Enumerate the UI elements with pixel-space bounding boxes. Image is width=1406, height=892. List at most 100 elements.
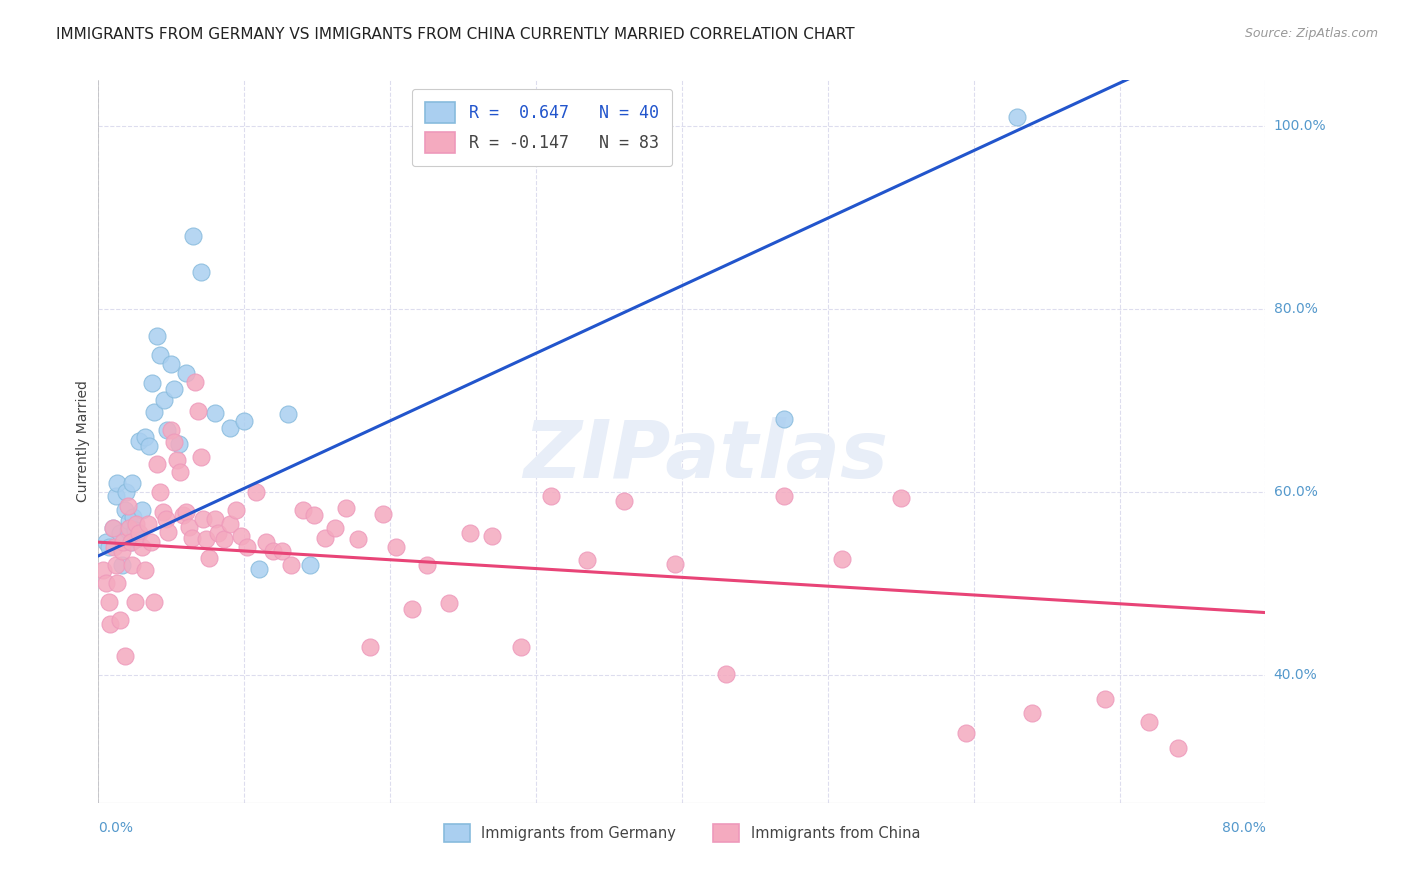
Point <box>262 544 284 558</box>
Point <box>101 521 124 535</box>
Point <box>112 535 135 549</box>
Point <box>118 514 141 528</box>
Point <box>481 529 503 543</box>
Point <box>437 596 460 610</box>
Point <box>187 404 209 418</box>
Point <box>142 405 165 419</box>
Point <box>149 348 172 362</box>
Point <box>1094 691 1116 706</box>
Point <box>218 516 240 531</box>
Text: 80.0%: 80.0% <box>1274 301 1317 316</box>
Point <box>153 393 176 408</box>
Point <box>271 544 294 558</box>
Point <box>540 488 562 502</box>
Point <box>198 550 221 565</box>
Point <box>160 423 183 437</box>
Point <box>181 228 204 243</box>
Point <box>117 499 139 513</box>
Point <box>115 484 138 499</box>
Point <box>247 562 270 576</box>
Point <box>94 535 117 549</box>
Text: 100.0%: 100.0% <box>1274 119 1326 133</box>
Point <box>190 450 212 464</box>
Point <box>104 558 127 572</box>
Point <box>218 421 240 435</box>
Point <box>110 613 132 627</box>
Point <box>121 558 143 572</box>
Point <box>773 490 796 504</box>
Point <box>97 594 120 608</box>
Point <box>460 526 482 541</box>
Point <box>131 540 153 554</box>
Point <box>128 434 150 448</box>
Point <box>576 553 599 567</box>
Point <box>831 551 853 566</box>
Point <box>183 375 205 389</box>
Point <box>142 594 165 608</box>
Point <box>124 594 146 608</box>
Point <box>134 563 156 577</box>
Point <box>152 505 174 519</box>
Text: 80.0%: 80.0% <box>1222 821 1265 835</box>
Point <box>510 640 533 655</box>
Point <box>204 406 226 420</box>
Point <box>125 533 148 547</box>
Point <box>114 503 136 517</box>
Point <box>385 540 408 554</box>
Point <box>98 617 121 632</box>
Point <box>177 519 200 533</box>
Point <box>225 503 247 517</box>
Point <box>204 512 226 526</box>
Point <box>277 407 299 421</box>
Point <box>125 516 148 531</box>
Point <box>120 535 142 549</box>
Point <box>124 523 146 537</box>
Point <box>174 366 197 380</box>
Text: Source: ZipAtlas.com: Source: ZipAtlas.com <box>1244 27 1378 40</box>
Point <box>120 535 142 549</box>
Text: IMMIGRANTS FROM GERMANY VS IMMIGRANTS FROM CHINA CURRENTLY MARRIED CORRELATION C: IMMIGRANTS FROM GERMANY VS IMMIGRANTS FR… <box>56 27 855 42</box>
Point <box>233 413 256 427</box>
Point <box>335 501 357 516</box>
Point <box>97 540 120 554</box>
Point <box>141 376 163 390</box>
Point <box>139 535 162 549</box>
Point <box>304 508 326 522</box>
Point <box>155 512 177 526</box>
Point <box>195 533 218 547</box>
Point <box>1021 706 1043 721</box>
Point <box>157 525 180 540</box>
Point <box>131 503 153 517</box>
Point <box>101 521 124 535</box>
Point <box>163 383 186 397</box>
Point <box>1137 715 1160 730</box>
Point <box>94 576 117 591</box>
Point <box>245 484 267 499</box>
Point <box>167 437 190 451</box>
Point <box>166 453 188 467</box>
Point <box>401 602 423 616</box>
Point <box>314 531 336 545</box>
Y-axis label: Currently Married: Currently Married <box>76 381 90 502</box>
Point <box>156 423 179 437</box>
Point <box>955 726 977 740</box>
Point <box>254 535 277 549</box>
Point <box>347 533 370 547</box>
Point <box>111 544 134 558</box>
Point <box>180 531 202 545</box>
Point <box>190 265 212 279</box>
Point <box>1007 110 1029 124</box>
Point <box>212 533 235 547</box>
Point <box>105 475 128 490</box>
Point <box>110 526 132 541</box>
Point <box>134 430 156 444</box>
Point <box>174 505 197 519</box>
Point <box>160 357 183 371</box>
Point <box>207 526 229 541</box>
Point <box>146 329 169 343</box>
Point <box>138 439 160 453</box>
Point <box>128 526 150 541</box>
Point <box>104 490 127 504</box>
Point <box>193 512 215 526</box>
Point <box>1167 740 1189 755</box>
